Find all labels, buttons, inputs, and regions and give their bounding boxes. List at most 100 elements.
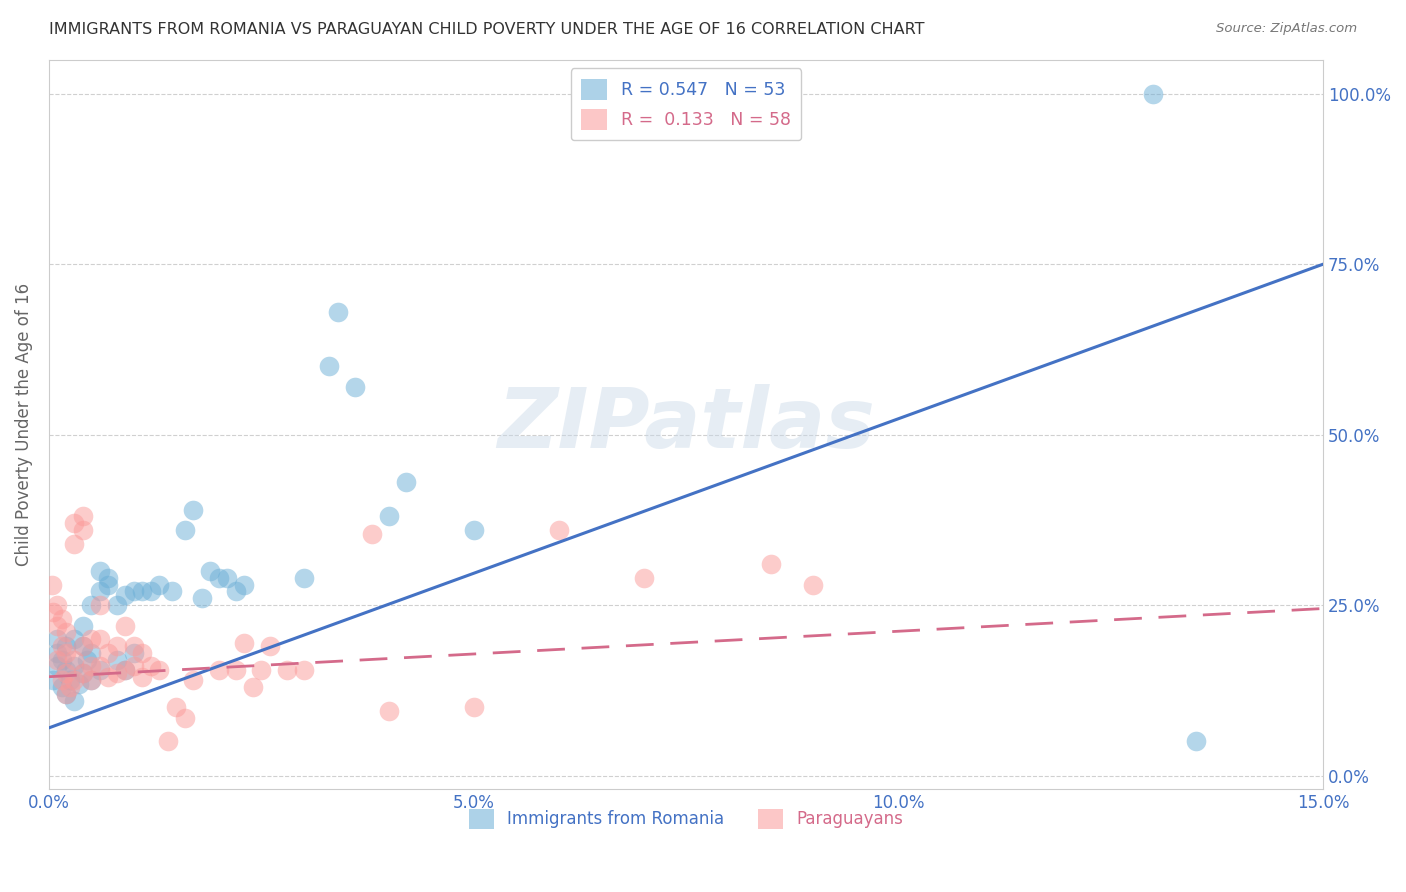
Point [183, 502, 205, 516]
Point [72, 666, 94, 681]
Point [55, 646, 77, 660]
Point [105, 653, 128, 667]
Point [217, 571, 239, 585]
Point [165, 700, 187, 714]
Point [343, 380, 366, 394]
Point [42, 605, 65, 619]
Point [46, 618, 69, 632]
Point [80, 646, 103, 660]
Y-axis label: Child Poverty Under the Age of 16: Child Poverty Under the Age of 16 [15, 283, 32, 566]
Point [633, 571, 655, 585]
Point [72, 618, 94, 632]
Point [148, 577, 170, 591]
Point [63, 659, 86, 673]
Point [173, 523, 195, 537]
Point [191, 591, 214, 606]
Point [131, 584, 153, 599]
Point [89, 584, 111, 599]
Point [803, 577, 825, 591]
Point [63, 693, 86, 707]
Point [395, 475, 418, 490]
Point [67, 676, 90, 690]
Point [51, 639, 73, 653]
Point [46, 653, 69, 667]
Point [97, 577, 120, 591]
Point [233, 577, 256, 591]
Point [46, 632, 69, 647]
Point [259, 639, 281, 653]
Text: ZIPatlas: ZIPatlas [498, 384, 875, 465]
Point [51, 680, 73, 694]
Text: Source: ZipAtlas.com: Source: ZipAtlas.com [1216, 22, 1357, 36]
Point [114, 663, 136, 677]
Point [160, 584, 183, 599]
Point [72, 639, 94, 653]
Point [1184, 734, 1206, 748]
Point [80, 598, 103, 612]
Point [89, 632, 111, 647]
Point [173, 711, 195, 725]
Point [89, 659, 111, 673]
Point [105, 598, 128, 612]
Point [63, 632, 86, 647]
Point [139, 659, 162, 673]
Point [326, 305, 349, 319]
Point [72, 523, 94, 537]
Point [114, 663, 136, 677]
Point [46, 646, 69, 660]
Point [122, 646, 145, 660]
Point [139, 584, 162, 599]
Point [80, 659, 103, 673]
Text: IMMIGRANTS FROM ROMANIA VS PARAGUAYAN CHILD POVERTY UNDER THE AGE OF 16 CORRELAT: IMMIGRANTS FROM ROMANIA VS PARAGUAYAN CH… [49, 22, 925, 37]
Point [122, 639, 145, 653]
Point [131, 670, 153, 684]
Point [55, 663, 77, 677]
Point [63, 673, 86, 687]
Point [1142, 87, 1164, 101]
Point [463, 700, 485, 714]
Point [156, 734, 179, 748]
Point [97, 670, 120, 684]
Point [360, 526, 382, 541]
Point [55, 625, 77, 640]
Point [63, 537, 86, 551]
Point [72, 509, 94, 524]
Point [250, 663, 273, 677]
Point [276, 663, 298, 677]
Point [225, 584, 247, 599]
Point [80, 673, 103, 687]
Point [41, 577, 63, 591]
Point [97, 646, 120, 660]
Point [131, 646, 153, 660]
Point [377, 704, 399, 718]
Point [114, 588, 136, 602]
Point [122, 584, 145, 599]
Point [59, 680, 82, 694]
Point [242, 680, 264, 694]
Point [59, 673, 82, 687]
Point [76, 653, 98, 667]
Point [51, 673, 73, 687]
Point [122, 659, 145, 673]
Point [55, 666, 77, 681]
Point [148, 663, 170, 677]
Point [72, 639, 94, 653]
Point [89, 564, 111, 578]
Point [114, 618, 136, 632]
Point [51, 653, 73, 667]
Point [463, 523, 485, 537]
Legend: Immigrants from Romania, Paraguayans: Immigrants from Romania, Paraguayans [463, 802, 910, 836]
Point [377, 509, 399, 524]
Point [80, 673, 103, 687]
Point [105, 639, 128, 653]
Point [89, 598, 111, 612]
Point [63, 516, 86, 531]
Point [55, 639, 77, 653]
Point [208, 571, 231, 585]
Point [292, 571, 315, 585]
Point [89, 663, 111, 677]
Point [208, 663, 231, 677]
Point [547, 523, 569, 537]
Point [292, 663, 315, 677]
Point [225, 663, 247, 677]
